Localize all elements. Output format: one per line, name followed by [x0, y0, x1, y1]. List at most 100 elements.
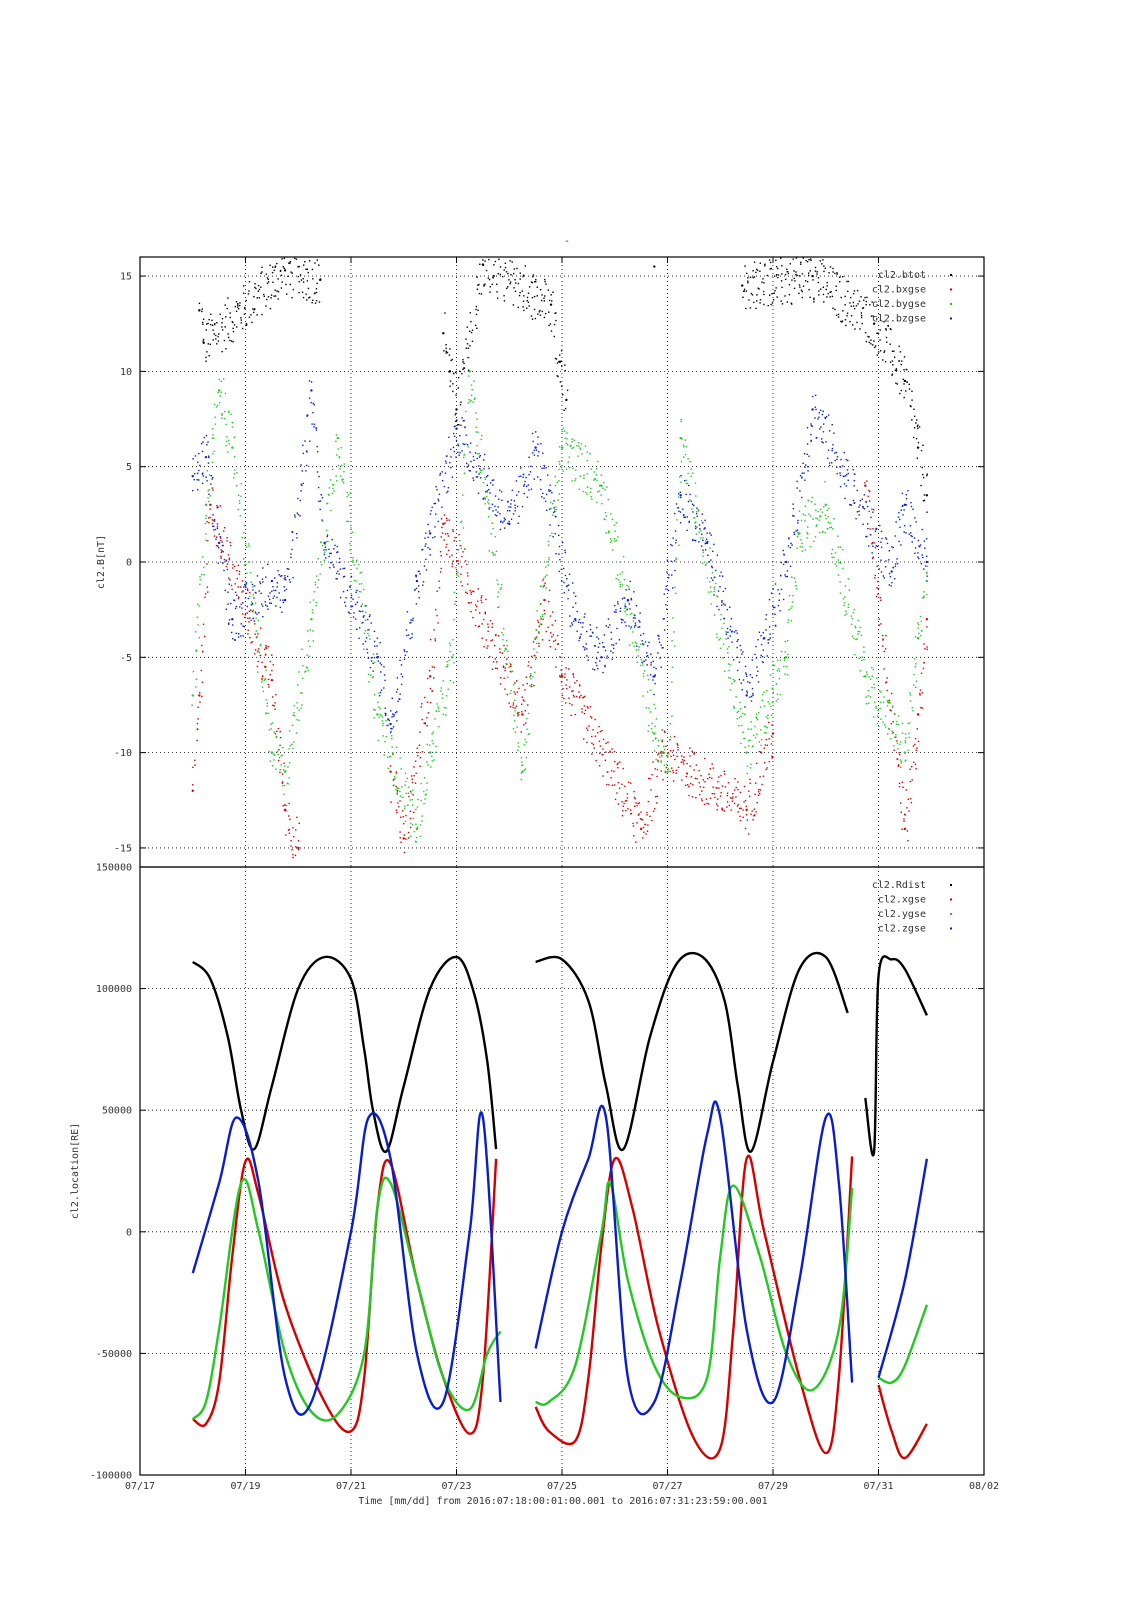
data-point: [565, 468, 567, 471]
data-point: [856, 489, 858, 492]
data-point: [445, 517, 448, 520]
data-point: [631, 612, 633, 614]
data-point: [634, 798, 636, 800]
data-point: [894, 736, 896, 738]
data-point: [240, 603, 243, 605]
data-point: [445, 350, 447, 353]
data-point: [660, 770, 662, 772]
data-point: [818, 290, 820, 292]
data-point: [679, 476, 681, 478]
data-point: [853, 292, 855, 295]
data-point: [445, 714, 447, 716]
data-point: [399, 698, 401, 700]
data-point: [596, 636, 598, 638]
data-point: [614, 760, 616, 763]
data-point: [801, 476, 803, 479]
data-point: [252, 609, 255, 611]
data-point: [270, 723, 272, 725]
data-point: [839, 276, 841, 278]
data-point: [441, 532, 444, 534]
data-point: [709, 547, 711, 549]
data-point: [487, 626, 490, 628]
data-point: [693, 769, 695, 771]
data-point: [778, 599, 780, 601]
data-point: [379, 713, 381, 716]
data-point: [613, 611, 616, 613]
data-point: [366, 618, 369, 621]
data-point: [545, 283, 547, 285]
data-point: [656, 795, 658, 798]
data-point: [746, 765, 749, 767]
data-point: [473, 459, 475, 461]
data-point: [910, 532, 912, 534]
data-point: [774, 290, 776, 292]
data-point: [426, 701, 429, 704]
data-point: [526, 496, 529, 498]
data-point: [625, 589, 627, 591]
data-point: [615, 642, 617, 645]
data-point: [815, 408, 817, 411]
data-point: [555, 553, 557, 555]
data-point: [484, 476, 486, 479]
data-point: [512, 704, 515, 706]
data-point: [533, 295, 536, 298]
data-point: [491, 479, 494, 482]
data-point: [572, 676, 575, 678]
data-point: [228, 443, 231, 445]
sample-point: [916, 446, 920, 449]
data-point: [877, 351, 880, 353]
data-point: [593, 645, 596, 647]
data-point: [642, 672, 645, 675]
data-point: [762, 661, 764, 664]
data-point: [926, 626, 928, 628]
data-point: [772, 299, 775, 301]
data-point: [535, 642, 538, 645]
data-point: [223, 410, 226, 413]
data-point: [722, 809, 724, 811]
data-point: [739, 807, 741, 810]
data-point: [925, 538, 928, 540]
data-point: [887, 727, 890, 730]
data-point: [630, 812, 633, 815]
data-point: [391, 746, 393, 748]
data-point: [220, 551, 223, 554]
data-point: [779, 610, 781, 612]
data-point: [532, 274, 535, 276]
data-point: [473, 380, 475, 382]
data-point: [601, 729, 603, 732]
data-point: [525, 756, 527, 759]
data-point: [527, 665, 529, 667]
data-point: [358, 596, 360, 598]
data-point: [831, 449, 833, 452]
data-point: [915, 521, 917, 523]
data-point: [227, 451, 229, 453]
data-point: [696, 515, 699, 518]
data-point: [483, 646, 485, 648]
data-point: [681, 759, 684, 761]
data-point: [370, 656, 373, 659]
data-point: [451, 565, 453, 568]
data-point: [875, 528, 878, 530]
data-point: [698, 531, 700, 533]
data-point: [412, 817, 415, 820]
sample-point: [543, 598, 546, 602]
data-point: [288, 832, 291, 834]
data-point: [898, 753, 901, 756]
data-point: [400, 841, 402, 844]
sample-point: [890, 570, 893, 573]
data-point: [202, 340, 204, 342]
data-point: [257, 290, 260, 292]
data-point: [238, 304, 241, 307]
data-point: [225, 608, 227, 610]
data-point: [769, 633, 771, 635]
data-point: [330, 509, 332, 512]
data-point: [694, 522, 696, 524]
data-point: [243, 625, 246, 628]
data-point: [451, 476, 454, 478]
data-point: [246, 589, 249, 592]
data-point: [725, 633, 728, 635]
data-point: [287, 766, 289, 768]
data-point: [510, 518, 513, 520]
data-point: [824, 267, 827, 270]
data-point: [247, 633, 249, 635]
